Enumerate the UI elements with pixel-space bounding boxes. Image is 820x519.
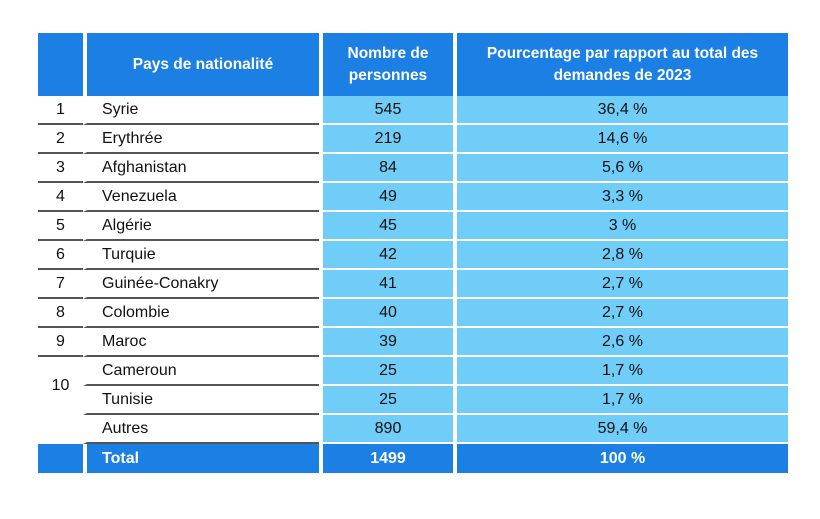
count-cell: 49 [319, 183, 453, 212]
rank-cell: 3 [38, 154, 83, 183]
merged-rank-cell: 10 [38, 357, 83, 415]
header-rank-cell [38, 33, 83, 96]
country-cell: Turquie [83, 241, 319, 270]
count-cell: 42 [319, 241, 453, 270]
count-cell: 84 [319, 154, 453, 183]
total-rank-cell [38, 444, 83, 473]
country-cell: Autres [83, 415, 319, 444]
table-body: 1 Syrie 545 36,4 % 2 Erythrée 219 14,6 % 3 Afghan… [38, 96, 788, 444]
country-cell: Erythrée [83, 125, 319, 154]
total-percentage: 100 % [453, 444, 788, 473]
rank-cell: 6 [38, 241, 83, 270]
country-cell: Venezuela [83, 183, 319, 212]
total-count: 1499 [319, 444, 453, 473]
country-cell: Tunisie [83, 386, 319, 415]
table-row: Tunisie 25 1,7 % [38, 386, 788, 415]
rank-cell: 5 [38, 212, 83, 241]
percentage-cell: 59,4 % [453, 415, 788, 444]
table-row: 2 Erythrée 219 14,6 % [38, 125, 788, 154]
percentage-cell: 1,7 % [453, 357, 788, 386]
table-header-row: Pays de nationalité Nombre de personnes … [38, 33, 788, 96]
rank-cell: 1 [38, 96, 83, 125]
count-cell: 25 [319, 357, 453, 386]
rank-cell: 2 [38, 125, 83, 154]
percentage-cell: 1,7 % [453, 386, 788, 415]
percentage-cell: 14,6 % [453, 125, 788, 154]
count-cell: 40 [319, 299, 453, 328]
percentage-cell: 36,4 % [453, 96, 788, 125]
country-cell: Guinée-Conakry [83, 270, 319, 299]
country-cell: Colombie [83, 299, 319, 328]
table-row: 3 Afghanistan 84 5,6 % [38, 154, 788, 183]
rank-cell: 8 [38, 299, 83, 328]
table-row: 6 Turquie 42 2,8 % [38, 241, 788, 270]
country-cell: Cameroun [83, 357, 319, 386]
country-cell: Algérie [83, 212, 319, 241]
count-cell: 41 [319, 270, 453, 299]
header-pct-line2: demandes de 2023 [553, 66, 692, 84]
nationality-table: Pays de nationalité Nombre de personnes … [38, 33, 788, 473]
rank-cell [38, 415, 83, 444]
table-row: 1 Syrie 545 36,4 % [38, 96, 788, 125]
header-percentage: Pourcentage par rapport au total des dem… [453, 33, 788, 96]
rank-cell: 9 [38, 328, 83, 357]
count-cell: 219 [319, 125, 453, 154]
percentage-cell: 2,8 % [453, 241, 788, 270]
count-cell: 25 [319, 386, 453, 415]
percentage-cell: 2,7 % [453, 270, 788, 299]
rank-cell: 7 [38, 270, 83, 299]
header-pct-line1: Pourcentage par rapport au total des [486, 44, 759, 62]
table-row: Cameroun 25 1,7 % [38, 357, 788, 386]
percentage-cell: 3,3 % [453, 183, 788, 212]
percentage-cell: 3 % [453, 212, 788, 241]
country-cell: Afghanistan [83, 154, 319, 183]
table-row: 8 Colombie 40 2,7 % [38, 299, 788, 328]
count-cell: 45 [319, 212, 453, 241]
header-country: Pays de nationalité [83, 33, 319, 96]
count-cell: 39 [319, 328, 453, 357]
table-row: 4 Venezuela 49 3,3 % [38, 183, 788, 212]
table-row: 9 Maroc 39 2,6 % [38, 328, 788, 357]
header-count-line1: Nombre de [347, 44, 429, 62]
count-cell: 545 [319, 96, 453, 125]
table-row: Autres 890 59,4 % [38, 415, 788, 444]
total-label: Total [83, 444, 319, 473]
header-count: Nombre de personnes [319, 33, 453, 96]
table-total-row: Total 1499 100 % [38, 444, 788, 473]
header-count-line2: personnes [348, 66, 428, 84]
country-cell: Syrie [83, 96, 319, 125]
table-row: 7 Guinée-Conakry 41 2,7 % [38, 270, 788, 299]
percentage-cell: 5,6 % [453, 154, 788, 183]
percentage-cell: 2,6 % [453, 328, 788, 357]
rank-cell: 4 [38, 183, 83, 212]
country-cell: Maroc [83, 328, 319, 357]
table-row: 5 Algérie 45 3 % [38, 212, 788, 241]
percentage-cell: 2,7 % [453, 299, 788, 328]
count-cell: 890 [319, 415, 453, 444]
